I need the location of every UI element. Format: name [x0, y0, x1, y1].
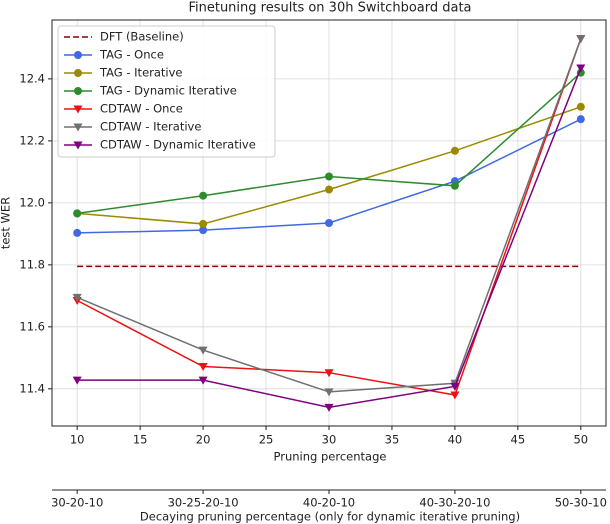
x2-tick-label: 30-25-20-10 — [168, 496, 239, 510]
marker — [74, 51, 82, 59]
legend-label: CDTAW - Once — [100, 102, 183, 116]
marker — [72, 293, 82, 302]
x-tick-label: 10 — [70, 433, 85, 447]
legend-box — [57, 25, 276, 158]
y-axis-label: test WER — [0, 197, 13, 249]
marker — [325, 172, 333, 181]
x2-tick-label: 40-20-10 — [303, 496, 355, 510]
marker — [576, 35, 586, 44]
marker — [73, 123, 83, 132]
marker — [325, 185, 333, 194]
marker — [198, 362, 208, 371]
marker — [73, 141, 83, 150]
y-tick-label: 12.0 — [19, 195, 45, 209]
marker — [199, 191, 208, 200]
marker — [199, 219, 208, 228]
x2-tick-label: 30-20-10 — [51, 496, 103, 510]
x-tick-label: 20 — [196, 433, 211, 447]
x-tick-label: 15 — [133, 433, 148, 447]
marker — [576, 102, 585, 111]
x-tick-label: 30 — [322, 433, 337, 447]
marker — [73, 228, 82, 237]
legend-label: TAG - Once — [99, 48, 164, 62]
marker — [450, 146, 459, 155]
y-tick-label: 12.2 — [19, 133, 45, 147]
legend-label: TAG - Dynamic Iterative — [99, 84, 237, 98]
x-tick-label: 35 — [385, 433, 400, 447]
y-tick-label: 12.4 — [19, 71, 45, 85]
marker — [198, 376, 208, 385]
x-tick-label: 50 — [573, 433, 588, 447]
marker — [576, 115, 585, 124]
legend-label: DFT (Baseline) — [100, 30, 184, 44]
marker — [199, 226, 208, 235]
y-tick-label: 11.4 — [19, 381, 45, 395]
marker — [198, 346, 208, 355]
x2-axis-label: Decaying pruning percentage (only for dy… — [140, 510, 520, 524]
plot-frame — [51, 19, 607, 427]
marker — [74, 69, 82, 77]
marker — [324, 369, 334, 378]
marker — [576, 64, 586, 73]
y-tick-label: 11.6 — [19, 319, 45, 333]
y-tick-label: 11.8 — [19, 257, 45, 271]
marker — [324, 388, 334, 397]
marker — [73, 105, 83, 114]
x-tick-label: 45 — [511, 433, 526, 447]
marker — [73, 209, 82, 218]
marker — [450, 382, 460, 391]
legend-label: CDTAW - Iterative — [100, 120, 201, 134]
marker — [450, 181, 459, 190]
x2-tick-label: 50-30-10 — [555, 496, 607, 510]
x-tick-label: 25 — [259, 433, 274, 447]
x2-tick-label: 40-30-20-10 — [419, 496, 490, 510]
x-tick-label: 40 — [448, 433, 463, 447]
marker — [324, 403, 334, 412]
chart-title: Finetuning results on 30h Switchboard da… — [188, 1, 471, 16]
marker — [450, 391, 460, 400]
x-axis-label: Pruning percentage — [274, 450, 387, 464]
marker — [74, 87, 82, 95]
legend-label: CDTAW - Dynamic Iterative — [100, 138, 256, 152]
legend-label: TAG - Iterative — [99, 66, 183, 80]
marker — [325, 219, 333, 227]
marker — [72, 376, 82, 385]
